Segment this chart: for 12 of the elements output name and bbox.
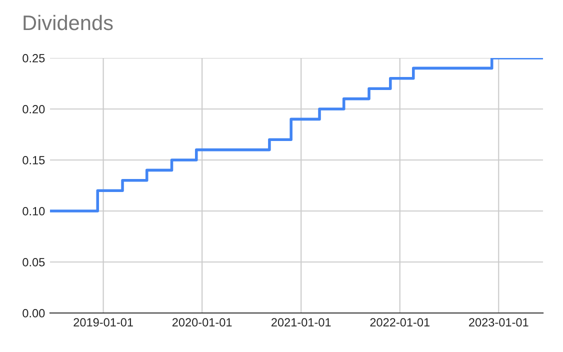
y-tick-label: 0.15 <box>22 156 45 164</box>
x-tick-label: 2022-01-01 <box>370 318 430 327</box>
y-tick-label: 0.05 <box>22 258 45 266</box>
x-tick-label: 2023-01-01 <box>469 318 528 327</box>
x-tick-label: 2020-01-01 <box>172 318 232 327</box>
x-tick-label: 2021-01-01 <box>272 318 331 327</box>
x-tick-label: 2019-01-01 <box>74 318 133 327</box>
y-tick-label: 0.00 <box>22 309 45 318</box>
chart-title: Dividends <box>24 14 113 30</box>
y-tick-label: 0.25 <box>22 54 45 62</box>
y-tick-label: 0.10 <box>22 207 45 216</box>
y-tick-label: 0.20 <box>22 105 45 114</box>
